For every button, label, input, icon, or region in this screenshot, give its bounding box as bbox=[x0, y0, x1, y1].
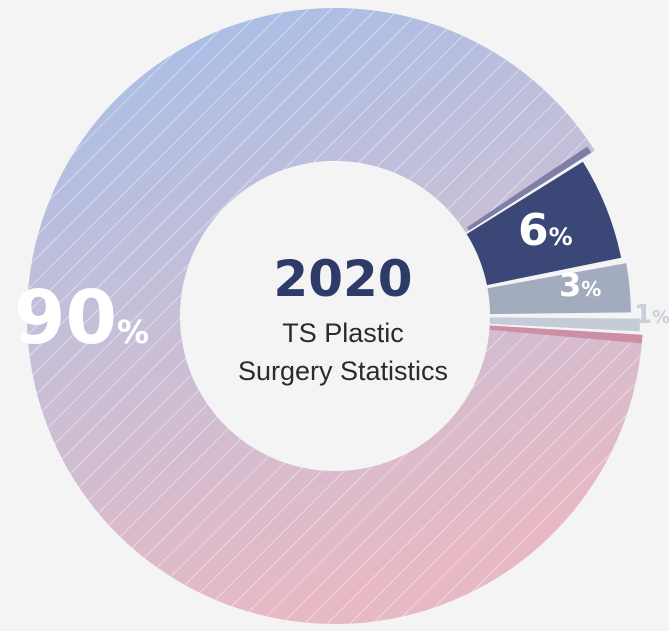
label-slice-1: 1% bbox=[634, 300, 669, 330]
donut-slices bbox=[27, 8, 643, 625]
label-slice-90-number: 90 bbox=[14, 275, 117, 361]
slice-1-percent bbox=[489, 317, 640, 332]
label-slice-3-number: 3 bbox=[559, 266, 581, 304]
label-slice-90-unit: % bbox=[117, 313, 149, 351]
label-slice-3: 3% bbox=[559, 266, 601, 304]
label-slice-1-unit: % bbox=[652, 307, 669, 328]
label-slice-6-number: 6 bbox=[518, 205, 549, 256]
slice-3-percent bbox=[487, 263, 631, 315]
chart-title: 2020 bbox=[273, 250, 412, 308]
slice-6-percent bbox=[466, 161, 622, 286]
donut-hole bbox=[180, 161, 490, 471]
slice-90-percent-hatch bbox=[27, 8, 643, 625]
label-slice-6: 6% bbox=[518, 205, 573, 256]
slice-90-edge-bottom bbox=[489, 325, 643, 344]
label-slice-3-unit: % bbox=[581, 277, 601, 301]
label-slice-6-unit: % bbox=[549, 223, 573, 251]
label-slice-90: 90% bbox=[14, 275, 149, 361]
slice-90-edge-top bbox=[466, 146, 592, 231]
slice-labels: 90%6%3%1% bbox=[14, 205, 669, 361]
chart-subtitle-line-1: TS Plastic bbox=[282, 318, 404, 348]
label-slice-1-number: 1 bbox=[634, 300, 652, 330]
center-title-group: 2020 TS Plastic Surgery Statistics bbox=[238, 250, 448, 386]
chart-subtitle-line-2: Surgery Statistics bbox=[238, 356, 448, 386]
